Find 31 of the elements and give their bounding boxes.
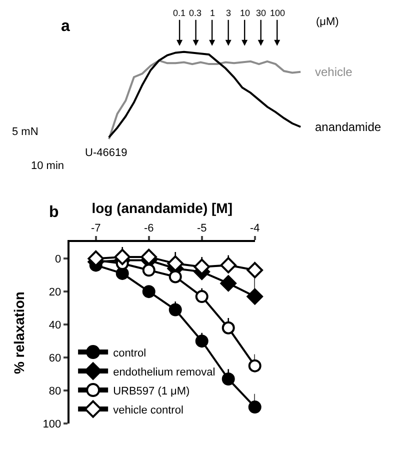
y-tick-label: 40: [48, 319, 62, 332]
legend-label: vehicle control: [113, 404, 184, 416]
text: 5 mN: [12, 126, 38, 138]
series-label: anandamide: [315, 120, 382, 134]
legend-label: URB597 (1 μM): [113, 385, 190, 398]
text: 1: [210, 8, 216, 18]
x-tick-label: -6: [144, 222, 154, 235]
text: 0.1: [173, 8, 186, 18]
text: 3: [226, 8, 232, 18]
series-label: vehicle: [315, 65, 353, 79]
x-tick-label: -4: [250, 222, 260, 235]
text: 10 min: [31, 160, 64, 172]
x-tick-label: -7: [90, 222, 101, 235]
chart-title: a: [61, 18, 70, 35]
x-axis-title: log (anandamide) [M]: [92, 200, 232, 216]
y-tick-label: 0: [55, 253, 62, 266]
y-axis-title: % relaxation: [10, 292, 27, 374]
text: (μM): [316, 16, 339, 28]
y-tick-label: 20: [48, 286, 62, 298]
text: 0.3: [189, 8, 202, 18]
y-tick-label: 100: [42, 418, 62, 430]
text: 100: [270, 8, 286, 18]
y-tick-label: 60: [48, 352, 62, 364]
x-tick-label: -5: [196, 222, 207, 235]
text: 30: [256, 8, 266, 18]
legend-label: control: [113, 347, 146, 360]
y-tick-label: 80: [48, 385, 62, 398]
chart-title: b: [49, 204, 59, 221]
text: 10: [240, 8, 250, 18]
text: U-46619: [85, 147, 128, 159]
legend-label: endothelium removal: [113, 366, 216, 378]
